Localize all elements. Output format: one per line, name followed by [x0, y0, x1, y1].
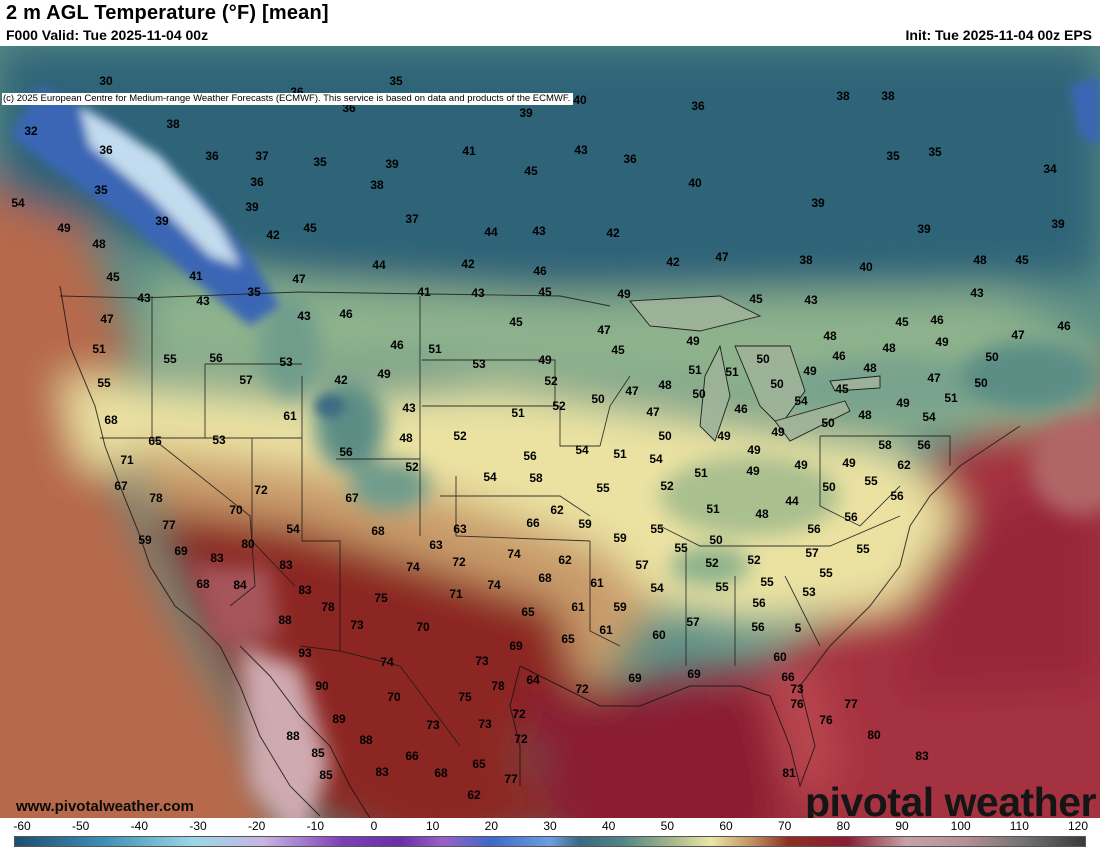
color-scale-tick: 20: [484, 819, 499, 833]
color-scale-tick: -60: [13, 819, 31, 833]
valid-time: F000 Valid: Tue 2025-11-04 00z: [6, 27, 209, 43]
color-scale-tick: 50: [660, 819, 675, 833]
color-scale-tick: -50: [71, 819, 90, 833]
color-scale-tick: 40: [601, 819, 616, 833]
color-scale-strip: [14, 836, 1086, 847]
color-scale-tick: 30: [543, 819, 557, 833]
color-scale-tick: -20: [247, 819, 266, 833]
map-title: 2 m AGL Temperature (°F) [mean]: [6, 2, 329, 24]
website-watermark[interactable]: www.pivotalweather.com: [16, 798, 194, 815]
color-scale-tick: -30: [189, 819, 207, 833]
color-scale-tick: -10: [306, 819, 324, 833]
brand-logo: pivotal weather: [805, 779, 1096, 818]
color-scale-tick: 100: [950, 819, 971, 833]
header: 2 m AGL Temperature (°F) [mean] F000 Val…: [0, 0, 1100, 46]
temperature-map[interactable]: 3035363836394036383832383636373539414336…: [0, 46, 1100, 818]
color-scale-tick: 90: [895, 819, 909, 833]
color-scale-tick: 0: [370, 819, 378, 833]
color-scale-tick: 10: [425, 819, 440, 833]
color-scale-tick: -40: [130, 819, 148, 833]
temperature-field: [0, 46, 1100, 818]
color-scale-legend: -60 -50 -40 -30 -20 -10 0 10 20 30 40 50 60 70 80 90 100…: [0, 818, 1100, 850]
color-scale-tick: 120: [1067, 819, 1089, 833]
color-scale-tick: 70: [777, 819, 792, 833]
init-time: Init: Tue 2025-11-04 00z EPS: [905, 27, 1093, 43]
color-scale-ticks: -60 -50 -40 -30 -20 -10 0 10 20 30 40 50 60 70 80 90 100…: [0, 818, 1100, 834]
color-scale-tick: 60: [719, 819, 733, 833]
color-scale-tick: 80: [836, 819, 851, 833]
color-scale-tick: 110: [1009, 819, 1029, 833]
copyright-notice: (c) 2025 European Centre for Medium-rang…: [2, 93, 574, 105]
